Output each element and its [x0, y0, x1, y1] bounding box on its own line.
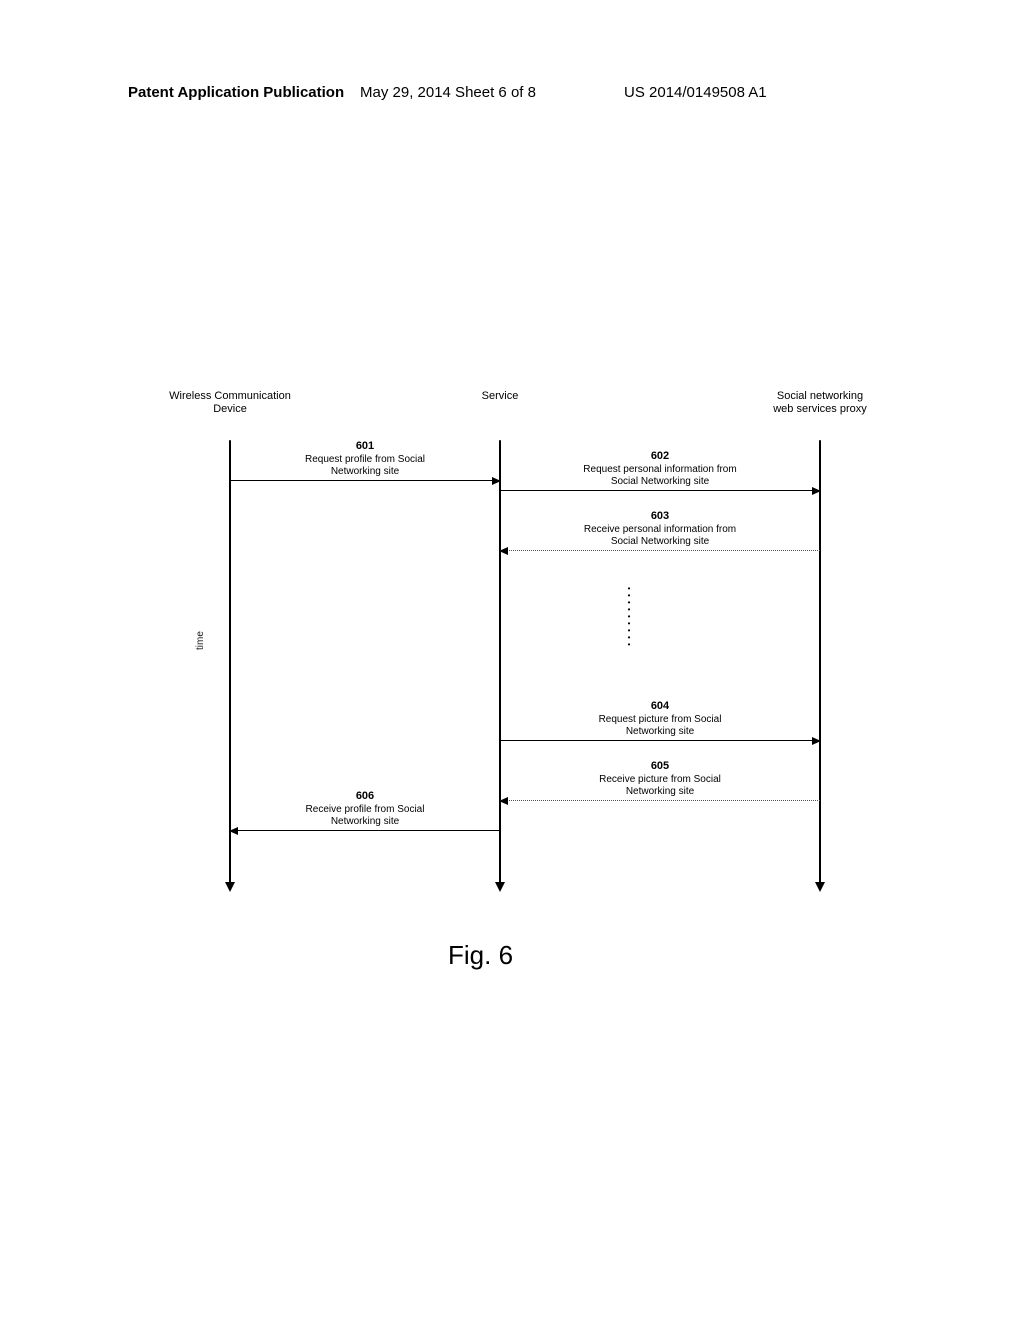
message-606: 606Receive profile from SocialNetworking…: [230, 790, 500, 829]
message-604: 604Request picture from SocialNetworking…: [500, 700, 820, 739]
figure-caption: Fig. 6: [448, 940, 513, 971]
arrow-601: [230, 480, 500, 481]
participant-proxy: Social networkingweb services proxy: [730, 390, 910, 416]
participant-service: Service: [410, 390, 590, 403]
arrow-604: [500, 740, 820, 741]
header-pub-number: US 2014/0149508 A1: [624, 84, 767, 101]
message-605: 605Receive picture from SocialNetworking…: [500, 760, 820, 799]
ellipsis-dots: •••••••••: [627, 585, 631, 648]
message-603: 603Receive personal information fromSoci…: [500, 510, 820, 549]
time-axis-label: time: [195, 631, 206, 650]
arrow-606: [230, 830, 500, 831]
lifeline-proxy: [819, 440, 821, 890]
header-publication: Patent Application Publication: [128, 84, 344, 101]
sequence-diagram: Wireless CommunicationDeviceServiceSocia…: [140, 390, 900, 920]
message-601: 601Request profile from SocialNetworking…: [230, 440, 500, 479]
arrow-602: [500, 490, 820, 491]
participant-device: Wireless CommunicationDevice: [140, 390, 320, 416]
page: Patent Application Publication May 29, 2…: [0, 0, 1024, 1320]
arrow-603: [500, 550, 820, 551]
header-date-sheet: May 29, 2014 Sheet 6 of 8: [360, 84, 536, 101]
message-602: 602Request personal information fromSoci…: [500, 450, 820, 489]
arrow-605: [500, 800, 820, 801]
